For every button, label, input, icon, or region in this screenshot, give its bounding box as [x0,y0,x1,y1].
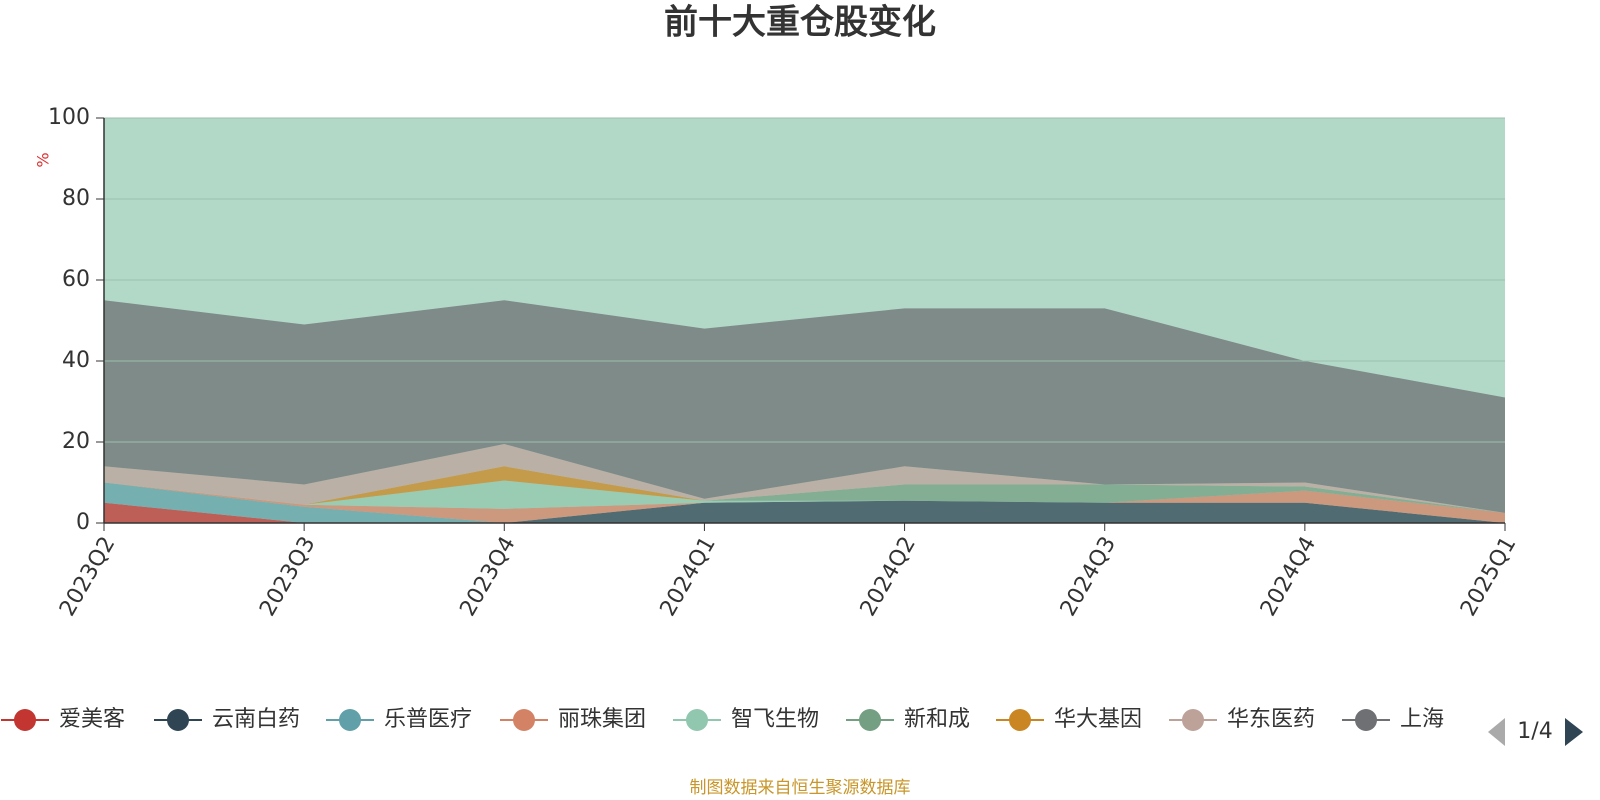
legend-label: 华东医药 [1227,707,1315,732]
legend-label: 智飞生物 [731,707,819,732]
legend-label: 云南白药 [212,707,300,732]
area [104,482,1505,523]
area [104,480,1505,513]
legend: 爱美客 云南白药 乐普医疗 丽珠集团 智飞生物 新和成 华大基因 华东医药 上海 [1,707,1444,732]
legend-marker [1009,709,1031,731]
x-tick-label: 2024Q1 [656,533,721,621]
legend-marker [1355,709,1377,731]
area [104,444,1505,513]
legend-pager: 1/4 [1517,719,1552,744]
source-note: 制图数据来自恒生聚源数据库 [690,778,911,798]
x-tick-label: 2025Q1 [1456,533,1521,621]
legend-marker [686,709,708,731]
legend-label: 新和成 [904,707,970,732]
legend-marker [339,709,361,731]
area [104,300,1505,513]
legend-label: 乐普医疗 [384,707,472,732]
x-tick-label: 2023Q4 [455,533,520,621]
area [104,466,1505,513]
legend-next[interactable] [1565,718,1583,746]
x-tick-label: 2023Q2 [55,533,120,621]
legend-marker [14,709,36,731]
legend-marker [513,709,535,731]
legend-marker [167,709,189,731]
legend-marker [1182,709,1204,731]
x-tick-label: 2023Q3 [255,533,320,621]
legend-prev[interactable] [1488,718,1505,746]
area [104,480,1505,513]
legend-marker [859,709,881,731]
y-tick-label: 0 [76,510,90,535]
y-axis-unit: % [34,152,53,167]
legend-label: 上海 [1400,707,1444,732]
y-tick-label: 60 [62,267,90,292]
x-tick-label: 2024Q4 [1256,533,1321,621]
legend-label: 爱美客 [59,707,125,732]
y-tick-label: 100 [48,105,90,130]
x-tick-label: 2024Q3 [1056,533,1121,621]
y-tick-label: 20 [62,429,90,454]
y-tick-label: 80 [62,186,90,211]
legend-label: 华大基因 [1054,707,1142,732]
area [104,502,1505,523]
chart-title: 前十大重仓股变化 [664,3,936,43]
legend-label: 丽珠集团 [558,707,646,732]
x-tick-label: 2024Q2 [856,533,921,621]
area [104,500,1505,523]
y-tick-label: 40 [62,348,90,373]
